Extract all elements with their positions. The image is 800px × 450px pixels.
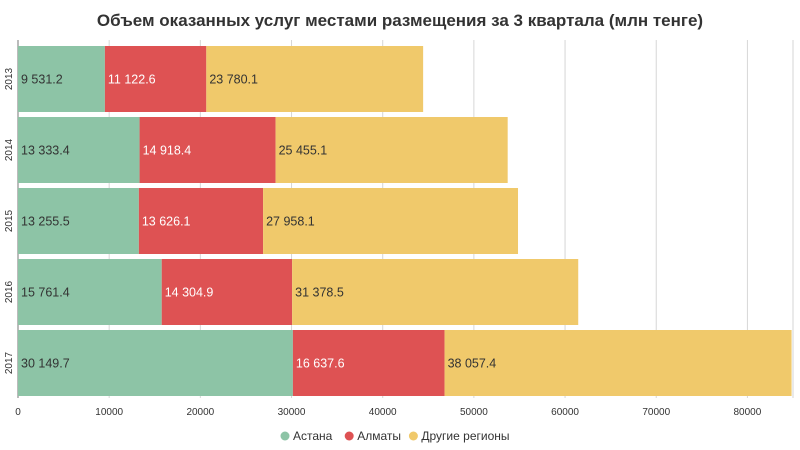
x-axis-ticks: 0 10000 20000 30000 40000 50000 60000 70000 8000…	[15, 407, 762, 418]
category-label: 2014	[4, 138, 15, 161]
bars	[18, 46, 792, 396]
bar-segment	[161, 259, 293, 325]
x-tick-label: 60000	[551, 407, 579, 418]
legend-marker	[344, 431, 354, 441]
legend: Астана Алматы Другие регионы	[280, 429, 510, 443]
category-label: 2013	[4, 67, 15, 90]
bar-segment	[139, 117, 276, 183]
data-label: 25 455.1	[279, 144, 328, 158]
legend-marker	[280, 431, 290, 441]
x-tick-label: 10000	[95, 407, 123, 418]
category-label: 2016	[4, 280, 15, 303]
bar-segment	[18, 46, 105, 112]
bar-segment	[18, 330, 293, 396]
legend-label: Астана	[293, 429, 333, 443]
data-labels: 9 531.2 11 122.6 23 780.1 13 333.4 14 918.4 2…	[21, 73, 496, 371]
data-label: 9 531.2	[21, 73, 63, 87]
data-label: 13 333.4	[21, 144, 70, 158]
x-tick-label: 80000	[734, 407, 762, 418]
x-tick-label: 40000	[369, 407, 397, 418]
x-tick-label: 70000	[642, 407, 670, 418]
data-label: 14 918.4	[143, 144, 192, 158]
bar-segment	[206, 46, 424, 112]
bar-segment	[138, 188, 264, 254]
legend-marker	[408, 431, 418, 441]
x-tick-label: 50000	[460, 407, 488, 418]
data-label: 16 637.6	[296, 357, 345, 371]
bar-segment	[18, 259, 162, 325]
x-tick-label: 20000	[186, 407, 214, 418]
data-label: 27 958.1	[266, 215, 315, 229]
data-label: 14 304.9	[165, 286, 214, 300]
chart-title: Объем оказанных услуг местами размещения…	[97, 11, 703, 30]
category-label: 2017	[4, 351, 15, 374]
legend-label: Другие регионы	[421, 429, 509, 443]
data-label: 31 378.5	[295, 286, 344, 300]
data-label: 15 761.4	[21, 286, 70, 300]
bar-segment	[104, 46, 207, 112]
category-label: 2015	[4, 209, 15, 232]
legend-label: Алматы	[357, 429, 401, 443]
bar-segment	[263, 188, 519, 254]
x-tick-label: 0	[15, 407, 21, 418]
data-label: 13 626.1	[142, 215, 191, 229]
bar-segment	[18, 117, 140, 183]
bar-segment	[292, 330, 445, 396]
x-tick-label: 30000	[278, 407, 306, 418]
data-label: 38 057.4	[448, 357, 497, 371]
data-label: 30 149.7	[21, 357, 70, 371]
bar-segment	[275, 117, 508, 183]
bar-segment	[292, 259, 579, 325]
y-axis-labels: 2013 2014 2015 2016 2017	[4, 67, 15, 374]
bar-segment	[444, 330, 792, 396]
bar-segment	[18, 188, 139, 254]
data-label: 13 255.5	[21, 215, 70, 229]
data-label: 11 122.6	[108, 73, 156, 87]
data-label: 23 780.1	[209, 73, 258, 87]
